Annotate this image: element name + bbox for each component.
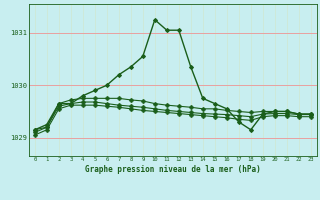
X-axis label: Graphe pression niveau de la mer (hPa): Graphe pression niveau de la mer (hPa) [85, 165, 261, 174]
